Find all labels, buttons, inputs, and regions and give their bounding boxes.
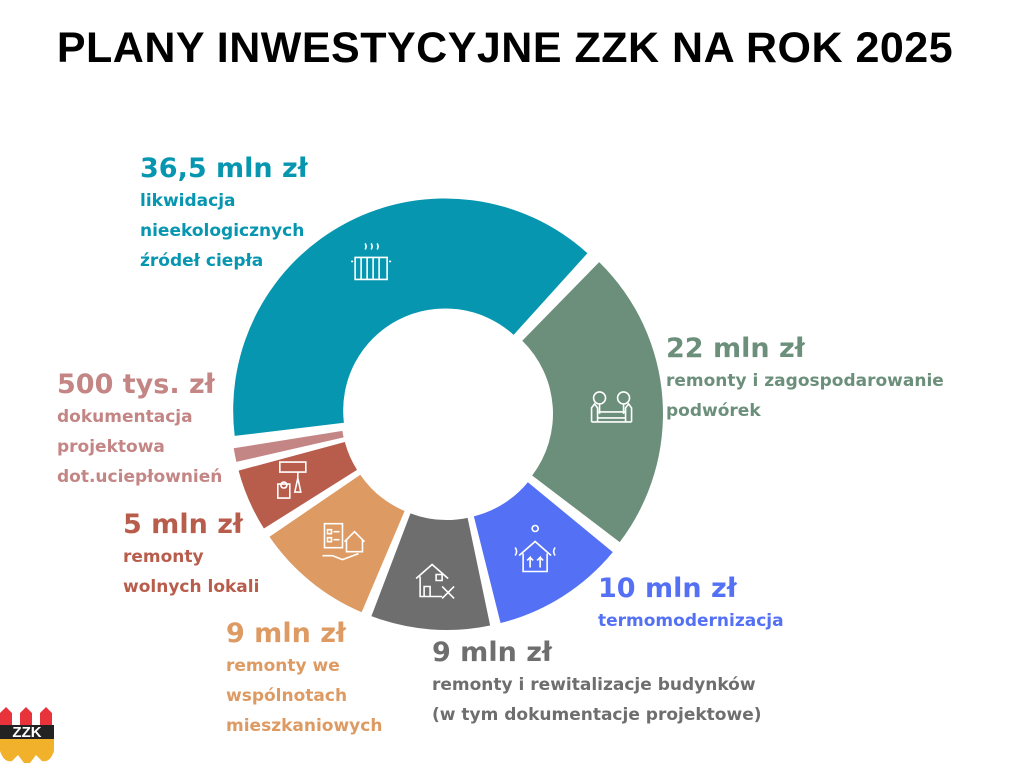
slice-value-label: 10 mln zł [598,573,737,604]
slice-value-label: 22 mln zł [666,333,805,364]
thermal-house-icon [514,524,556,573]
slice-value-label: 5 mln zł [123,509,243,540]
label-slice-2: 10 mln zł termomodernizacja [598,572,784,636]
house-tools-icon [415,563,455,600]
slice-description: termomodernizacja [598,611,784,631]
donut-slice-5 [238,442,358,529]
zzk-logo: ZZK [0,707,54,763]
slice-description: remonty i rewitalizacje budynków (w tym … [432,675,762,725]
label-slice-5: 5 mln zł remonty wolnych lokali [123,508,259,602]
label-slice-6: 500 tys. zł dokumentacja projektowa dot.… [57,368,222,492]
slice-value-label: 500 tys. zł [57,369,215,400]
slice-description: dokumentacja projektowa dot.uciepłownień [57,407,223,487]
radiator-icon [351,243,392,281]
paint-roller-bucket-icon [277,461,307,499]
donut-slice-2 [473,482,613,624]
donut-slice-6 [233,430,344,462]
slice-description: remonty wolnych lokali [123,547,260,597]
donut-slice-0 [233,198,588,436]
donut-slice-4 [269,474,405,613]
chart-title: PLANY INWESTYCYJNE ZZK NA ROK 2025 [56,24,954,72]
label-slice-1: 22 mln zł remonty i zagospodarowanie pod… [666,332,944,426]
label-slice-0: 36,5 mln zł likwidacja nieekologicznych … [140,152,308,276]
label-slice-4: 9 mln zł remonty we wspólnotach mieszkan… [226,617,382,741]
slice-description: likwidacja nieekologicznych źródeł ciepł… [140,191,305,271]
slice-description: remonty i zagospodarowanie podwórek [666,371,944,421]
slice-value-label: 9 mln zł [432,637,552,668]
trees-fence-icon [590,391,633,423]
label-slice-3: 9 mln zł remonty i rewitalizacje budynkó… [432,636,762,730]
slice-description: remonty we wspólnotach mieszkaniowych [226,656,383,736]
donut-slice-1 [522,262,663,543]
svg-text:ZZK: ZZK [12,724,41,741]
checklist-house-hand-icon [322,522,366,561]
donut-slice-3 [371,513,491,630]
slice-value-label: 36,5 mln zł [140,153,308,184]
slice-value-label: 9 mln zł [226,618,346,649]
